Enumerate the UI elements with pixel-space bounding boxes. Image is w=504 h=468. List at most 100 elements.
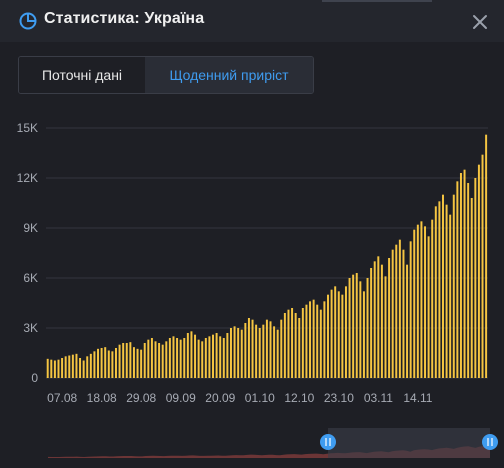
bar bbox=[197, 339, 200, 378]
bar bbox=[463, 169, 466, 378]
bar bbox=[474, 178, 477, 378]
bar bbox=[481, 154, 484, 378]
bar bbox=[262, 324, 265, 378]
bar bbox=[341, 294, 344, 378]
bar bbox=[445, 204, 448, 378]
bar bbox=[75, 353, 78, 378]
x-tick-label: 09.09 bbox=[166, 391, 196, 405]
bar bbox=[416, 224, 419, 378]
bar bbox=[323, 301, 326, 378]
bar bbox=[79, 358, 82, 378]
page-title: Статистика: Україна bbox=[44, 10, 205, 27]
y-tick-label: 9K bbox=[23, 221, 38, 235]
bar bbox=[398, 239, 401, 378]
bar bbox=[309, 301, 312, 378]
bar bbox=[129, 342, 132, 378]
bar bbox=[373, 261, 376, 378]
bar bbox=[251, 319, 254, 378]
bar bbox=[431, 219, 434, 378]
bar bbox=[147, 339, 150, 378]
bar bbox=[104, 347, 107, 378]
daily-cases-chart: 0 3K 6K 9K 12K 15K 07.08 18.08 29.08 09.09 20.09 01… bbox=[17, 121, 488, 405]
bar bbox=[143, 343, 146, 378]
bar bbox=[201, 341, 204, 378]
bar bbox=[50, 359, 53, 378]
bar bbox=[294, 313, 297, 378]
close-icon[interactable] bbox=[468, 10, 492, 34]
bar bbox=[355, 273, 358, 378]
x-tick-label: 18.08 bbox=[87, 391, 117, 405]
bar bbox=[370, 268, 373, 378]
bar bbox=[194, 334, 197, 378]
bar bbox=[172, 336, 175, 378]
bar bbox=[420, 221, 423, 378]
bar bbox=[402, 249, 405, 378]
bar bbox=[118, 344, 121, 378]
navigator-selection[interactable] bbox=[328, 428, 490, 458]
bar bbox=[276, 329, 279, 378]
scroll-indicator bbox=[322, 0, 432, 2]
bar bbox=[237, 328, 240, 378]
bar bbox=[352, 274, 355, 378]
bar bbox=[114, 348, 117, 378]
x-tick-label: 20.09 bbox=[205, 391, 235, 405]
bar bbox=[384, 276, 387, 378]
bar bbox=[438, 201, 441, 378]
bar bbox=[316, 304, 319, 378]
bar bbox=[158, 343, 161, 378]
y-tick-label: 6K bbox=[23, 271, 38, 285]
x-tick-label: 01.10 bbox=[245, 391, 275, 405]
bar bbox=[269, 321, 272, 378]
bar bbox=[93, 351, 96, 378]
bar bbox=[150, 338, 153, 378]
bar bbox=[165, 341, 168, 378]
bar bbox=[298, 318, 301, 378]
bar bbox=[179, 339, 182, 378]
bar bbox=[391, 249, 394, 378]
bar bbox=[100, 348, 103, 378]
bar bbox=[97, 348, 100, 378]
tab-daily-growth[interactable]: Щоденний приріст bbox=[145, 57, 313, 93]
bar bbox=[377, 256, 380, 378]
bar bbox=[406, 264, 409, 378]
bar bbox=[176, 338, 179, 378]
bar bbox=[312, 299, 315, 378]
bar bbox=[467, 183, 470, 378]
navigator-handle-left[interactable] bbox=[320, 434, 336, 450]
bar bbox=[413, 229, 416, 378]
bar bbox=[82, 360, 85, 378]
tab-current-data[interactable]: Поточні дані bbox=[19, 57, 145, 93]
y-tick-label: 3K bbox=[23, 321, 38, 335]
bar bbox=[71, 354, 74, 378]
bar bbox=[215, 333, 218, 378]
x-tick-label: 07.08 bbox=[47, 391, 77, 405]
bar bbox=[125, 343, 128, 378]
bar bbox=[111, 351, 114, 378]
bar bbox=[53, 360, 56, 378]
bar bbox=[222, 338, 225, 378]
bar bbox=[273, 326, 276, 378]
bar bbox=[86, 356, 89, 378]
bar bbox=[140, 349, 143, 378]
bar bbox=[208, 336, 211, 378]
y-tick-label: 0 bbox=[31, 371, 38, 385]
bar bbox=[186, 333, 189, 378]
bar bbox=[337, 291, 340, 378]
bar bbox=[470, 198, 473, 378]
bar bbox=[244, 323, 247, 378]
range-navigator[interactable] bbox=[0, 420, 504, 468]
bar bbox=[247, 318, 250, 378]
bar bbox=[359, 281, 362, 378]
bar bbox=[327, 294, 329, 378]
pie-chart-icon bbox=[19, 12, 37, 30]
bar bbox=[380, 264, 383, 378]
bar bbox=[287, 309, 290, 378]
bar bbox=[240, 329, 243, 378]
bar bbox=[229, 328, 232, 378]
bar bbox=[449, 214, 452, 378]
bar bbox=[132, 347, 135, 378]
navigator-handle-right[interactable] bbox=[482, 434, 498, 450]
bar bbox=[154, 341, 157, 378]
x-tick-label: 03.11 bbox=[364, 391, 393, 405]
bar bbox=[424, 226, 427, 378]
